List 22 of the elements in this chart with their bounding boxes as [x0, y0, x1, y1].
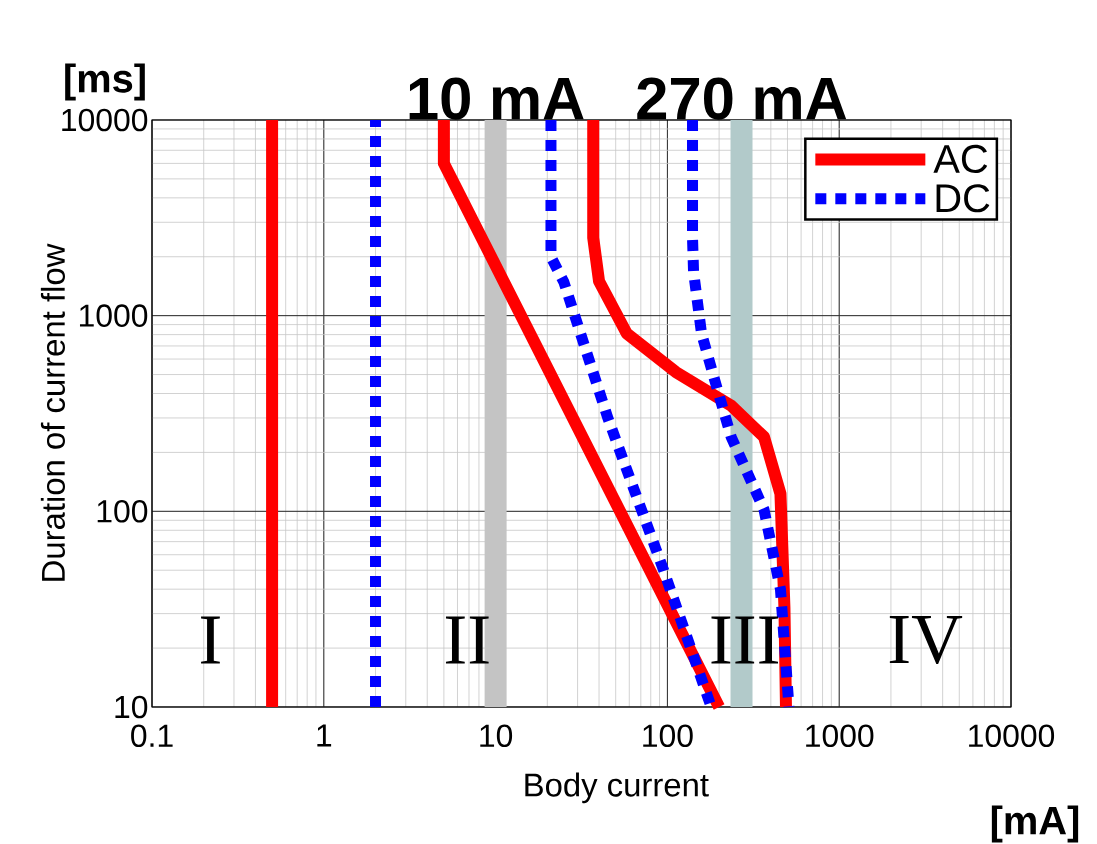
annotation: IV [889, 616, 963, 665]
x-tick-label: 10000 [969, 724, 1055, 748]
x-axis-title: Body current [525, 772, 709, 804]
y-tick-label: 10000 [62, 108, 148, 132]
text: [ms] [65, 63, 145, 101]
ref-line-label: 10 mA [409, 77, 584, 120]
x-tick-label: 10 [480, 724, 513, 748]
x-tick-label: 0.1 [131, 724, 173, 748]
y-tick-label: 10 [115, 695, 148, 719]
annotation: III [711, 616, 779, 664]
y-tick-label: 1000 [79, 304, 148, 327]
legend-label: AC [933, 144, 988, 174]
x-tick-label: 1000 [806, 724, 874, 748]
x-tick-label: 100 [643, 724, 693, 748]
text: [mA] [991, 805, 1079, 843]
annotation: I [201, 616, 220, 664]
legend-label: DC [936, 184, 990, 213]
x-tick-label: 1 [317, 724, 332, 747]
annotation: II [445, 616, 489, 664]
ref-line-label: 270 mA [637, 77, 847, 120]
y-tick-label: 100 [97, 500, 148, 523]
y-axis-title: Duration of current flow [40, 243, 65, 581]
